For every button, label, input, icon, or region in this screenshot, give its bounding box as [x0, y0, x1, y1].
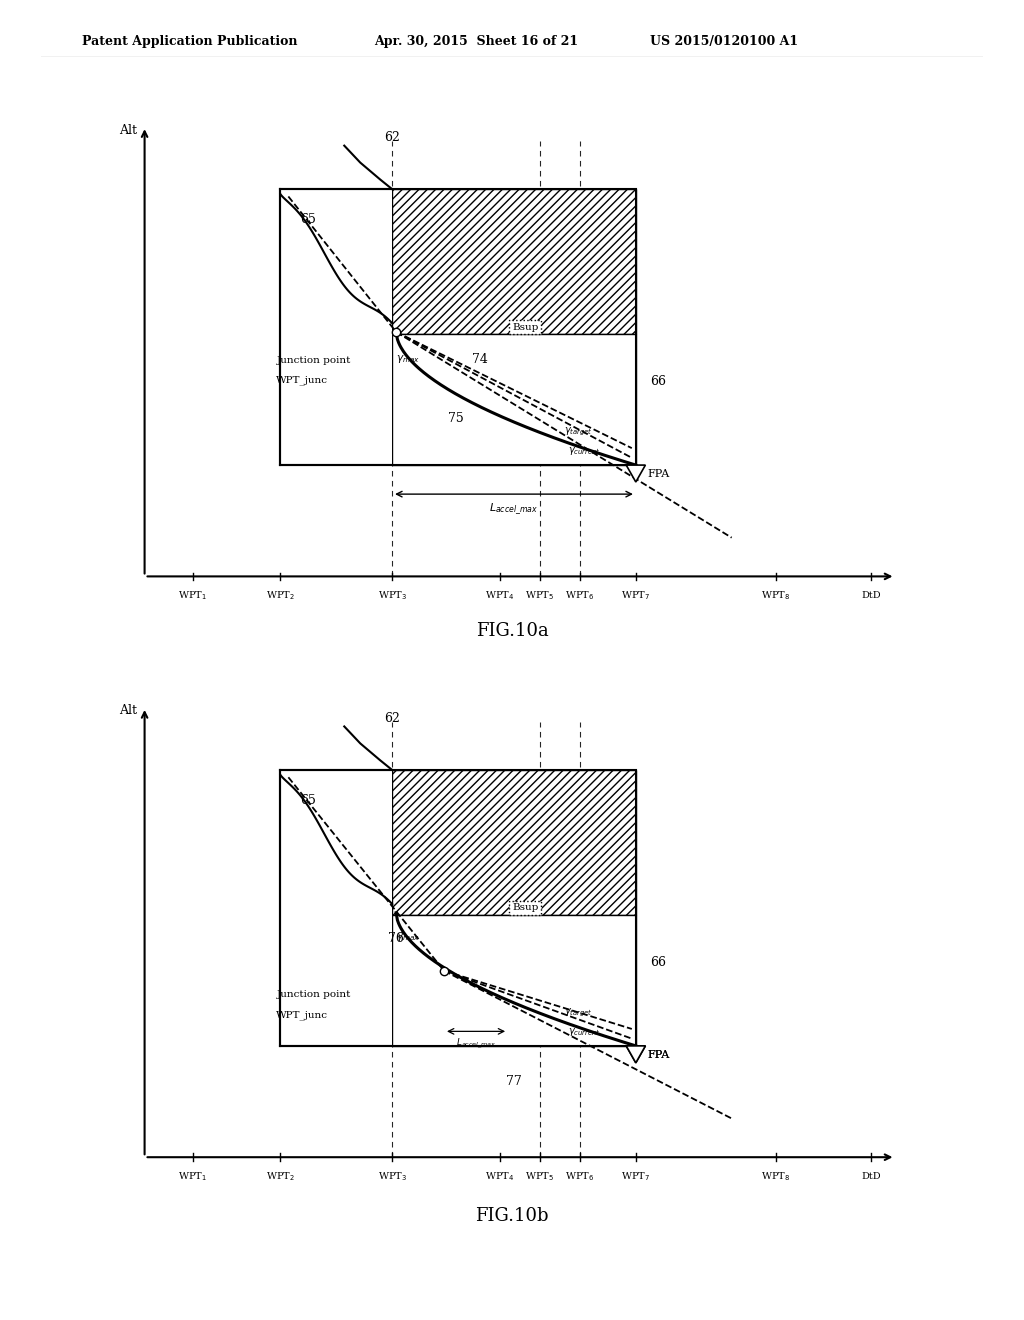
Text: 74: 74: [472, 354, 488, 367]
Text: $\gamma_{max}$: $\gamma_{max}$: [396, 352, 420, 366]
Text: WPT$_2$: WPT$_2$: [266, 589, 295, 602]
Text: Apr. 30, 2015  Sheet 16 of 21: Apr. 30, 2015 Sheet 16 of 21: [374, 34, 578, 48]
Text: $\gamma_{current}$: $\gamma_{current}$: [568, 445, 601, 457]
Text: Bsup: Bsup: [512, 903, 539, 912]
Text: WPT$_7$: WPT$_7$: [622, 589, 650, 602]
Bar: [392, 770, 636, 915]
Text: WPT$_5$: WPT$_5$: [525, 1170, 554, 1183]
Polygon shape: [627, 1045, 645, 1063]
Text: WPT$_8$: WPT$_8$: [761, 1170, 791, 1183]
Bar: [281, 189, 392, 465]
Text: FPA: FPA: [648, 469, 670, 479]
Bar: [392, 915, 636, 1045]
Text: 62: 62: [384, 131, 400, 144]
Text: 77: 77: [506, 1074, 522, 1088]
Text: WPT_junc: WPT_junc: [276, 1010, 329, 1019]
Text: $\gamma_{current}$: $\gamma_{current}$: [568, 1026, 601, 1038]
Text: $\gamma_{target}$: $\gamma_{target}$: [564, 426, 593, 438]
Text: FPA: FPA: [648, 1049, 670, 1060]
Text: Patent Application Publication: Patent Application Publication: [82, 34, 297, 48]
Text: Junction point: Junction point: [276, 990, 351, 999]
Text: FIG.10a: FIG.10a: [475, 622, 549, 640]
Text: FPA: FPA: [648, 1049, 670, 1060]
Text: $L_{accel\_max}$: $L_{accel\_max}$: [456, 1036, 497, 1051]
Polygon shape: [627, 465, 645, 482]
Text: WPT$_4$: WPT$_4$: [485, 1170, 515, 1183]
Text: $\gamma_{max}$: $\gamma_{max}$: [396, 932, 420, 944]
Text: WPT$_6$: WPT$_6$: [565, 1170, 594, 1183]
Text: Alt: Alt: [119, 124, 137, 136]
Text: 66: 66: [650, 956, 667, 969]
Bar: [281, 770, 636, 1045]
Text: Junction point: Junction point: [276, 356, 351, 366]
Text: Bsup: Bsup: [512, 322, 539, 331]
Text: DtD: DtD: [861, 591, 882, 601]
Text: 76: 76: [388, 932, 404, 945]
Text: WPT$_6$: WPT$_6$: [565, 589, 594, 602]
Text: WPT$_5$: WPT$_5$: [525, 589, 554, 602]
Text: WPT$_1$: WPT$_1$: [178, 1170, 207, 1183]
Text: US 2015/0120100 A1: US 2015/0120100 A1: [650, 34, 799, 48]
Text: WPT$_8$: WPT$_8$: [761, 589, 791, 602]
Text: 65: 65: [300, 213, 316, 226]
Bar: [281, 189, 636, 465]
Text: $L_{accel\_max}$: $L_{accel\_max}$: [489, 502, 539, 516]
Bar: [281, 770, 392, 1045]
Text: WPT$_3$: WPT$_3$: [378, 589, 407, 602]
Text: WPT$_2$: WPT$_2$: [266, 1170, 295, 1183]
Text: WPT$_1$: WPT$_1$: [178, 589, 207, 602]
Text: 62: 62: [384, 711, 400, 725]
Text: 66: 66: [650, 375, 667, 388]
Text: 65: 65: [300, 793, 316, 807]
Text: WPT$_3$: WPT$_3$: [378, 1170, 407, 1183]
Bar: [392, 189, 636, 334]
Text: DtD: DtD: [861, 1172, 882, 1181]
Text: WPT_junc: WPT_junc: [276, 376, 329, 385]
Text: WPT$_7$: WPT$_7$: [622, 1170, 650, 1183]
Text: Alt: Alt: [119, 705, 137, 717]
Text: $\gamma_{target}$: $\gamma_{target}$: [564, 1007, 593, 1019]
Polygon shape: [627, 1045, 645, 1063]
Bar: [392, 334, 636, 465]
Text: FIG.10b: FIG.10b: [475, 1206, 549, 1225]
Text: WPT$_4$: WPT$_4$: [485, 589, 515, 602]
Text: 75: 75: [449, 412, 464, 425]
